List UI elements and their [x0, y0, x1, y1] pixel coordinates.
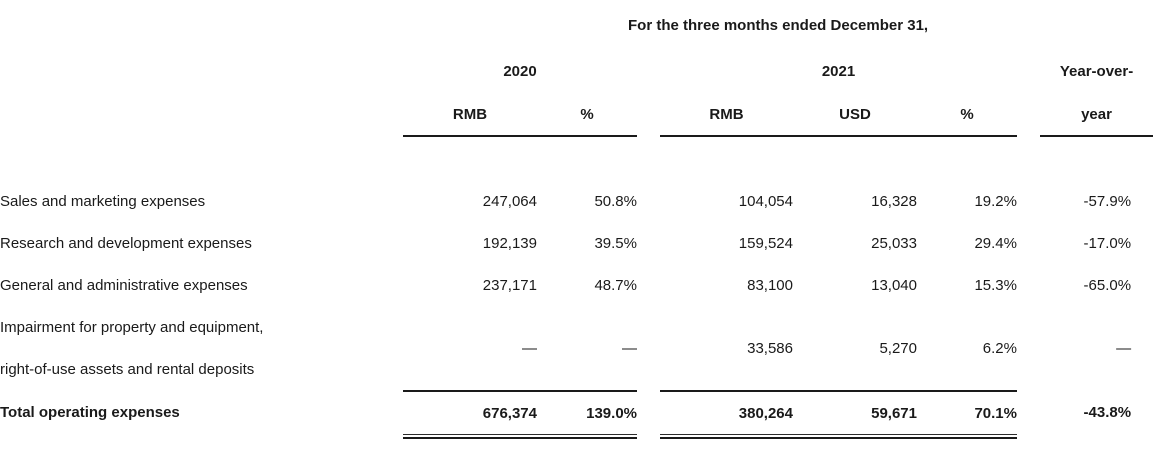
cell-rmb-2021: 159,524 [738, 234, 793, 252]
cell-pct-2021: 29.4% [974, 234, 1017, 252]
title-row: For the three months ended December 31, [0, 0, 1172, 50]
yoy-label-line1: Year-over- [1059, 63, 1134, 80]
cell-pct-2020: 50.8% [594, 192, 637, 210]
cell-rmb-2020: 237,171 [482, 276, 537, 294]
cell-yoy: — [1116, 340, 1132, 357]
cell-rmb-2021: 83,100 [747, 276, 793, 294]
operating-expenses-table: For the three months ended December 31, … [0, 0, 1172, 442]
double-rule-2020-group [403, 434, 637, 439]
double-rule-row [0, 434, 1172, 442]
row-label-line1: Impairment for property and equipment, [0, 318, 264, 336]
total-label: Total operating expenses [0, 404, 180, 421]
cell-yoy: -43.8% [1083, 404, 1132, 421]
cell-rmb-2021: 104,054 [738, 192, 793, 210]
header-pct-2021: % [917, 93, 1017, 137]
row-label: Impairment for property and equipment, r… [0, 306, 403, 391]
header-spacer-row [0, 136, 1172, 180]
cell-rmb-2020: — [522, 339, 537, 357]
table-row-sales-marketing: Sales and marketing expenses 247,064 50.… [0, 180, 1172, 222]
cell-rmb-2021: 33,586 [747, 339, 793, 357]
cell-yoy: -17.0% [1083, 234, 1132, 252]
cell-usd-2021: 5,270 [879, 339, 917, 357]
column-header-row: RMB % RMB USD % year [0, 93, 1172, 137]
cell-rmb-2021: 380,264 [660, 390, 793, 434]
cell-yoy: -57.9% [1083, 192, 1132, 210]
cell-pct-2020: 48.7% [594, 276, 637, 294]
table-row-research-development: Research and development expenses 192,13… [0, 222, 1172, 264]
period-2021-label: 2021 [821, 63, 856, 80]
header-pct-2020: % [537, 93, 637, 137]
cell-pct-2021: 19.2% [974, 192, 1017, 210]
cell-usd-2021: 16,328 [871, 192, 917, 210]
row-label: Research and development expenses [0, 234, 252, 252]
header-rmb-2020: RMB [403, 93, 537, 137]
cell-usd-2021: 13,040 [871, 276, 917, 294]
cell-pct-2020: 139.0% [537, 390, 637, 434]
cell-usd-2021: 25,033 [871, 234, 917, 252]
period-2020-label: 2020 [503, 63, 537, 80]
table-title: For the three months ended December 31, [628, 16, 929, 34]
cell-rmb-2020: 247,064 [482, 192, 537, 210]
cell-yoy: -65.0% [1083, 276, 1132, 294]
row-label: General and administrative expenses [0, 276, 248, 294]
yoy-label-line2: year [1040, 93, 1154, 137]
table-row-impairment: Impairment for property and equipment, r… [0, 306, 1172, 391]
cell-rmb-2020: 676,374 [403, 390, 537, 434]
cell-pct-2020: — [622, 339, 637, 357]
double-rule-2021-group [660, 434, 1017, 439]
cell-pct-2021: 6.2% [982, 339, 1017, 357]
header-usd-2021: USD [793, 93, 917, 137]
year-group-row: 2020 2021 Year-over- [0, 50, 1172, 93]
table-row-general-administrative: General and administrative expenses 237,… [0, 264, 1172, 306]
table-row-total: Total operating expenses 676,374 139.0% … [0, 390, 1172, 434]
row-label: Sales and marketing expenses [0, 192, 206, 210]
cell-rmb-2020: 192,139 [482, 234, 537, 252]
header-rmb-2021: RMB [660, 93, 793, 137]
cell-pct-2020: 39.5% [594, 234, 637, 252]
cell-pct-2021: 70.1% [917, 390, 1017, 434]
row-label-line2: right-of-use assets and rental deposits [0, 360, 255, 378]
cell-pct-2021: 15.3% [974, 276, 1017, 294]
cell-usd-2021: 59,671 [793, 390, 917, 434]
